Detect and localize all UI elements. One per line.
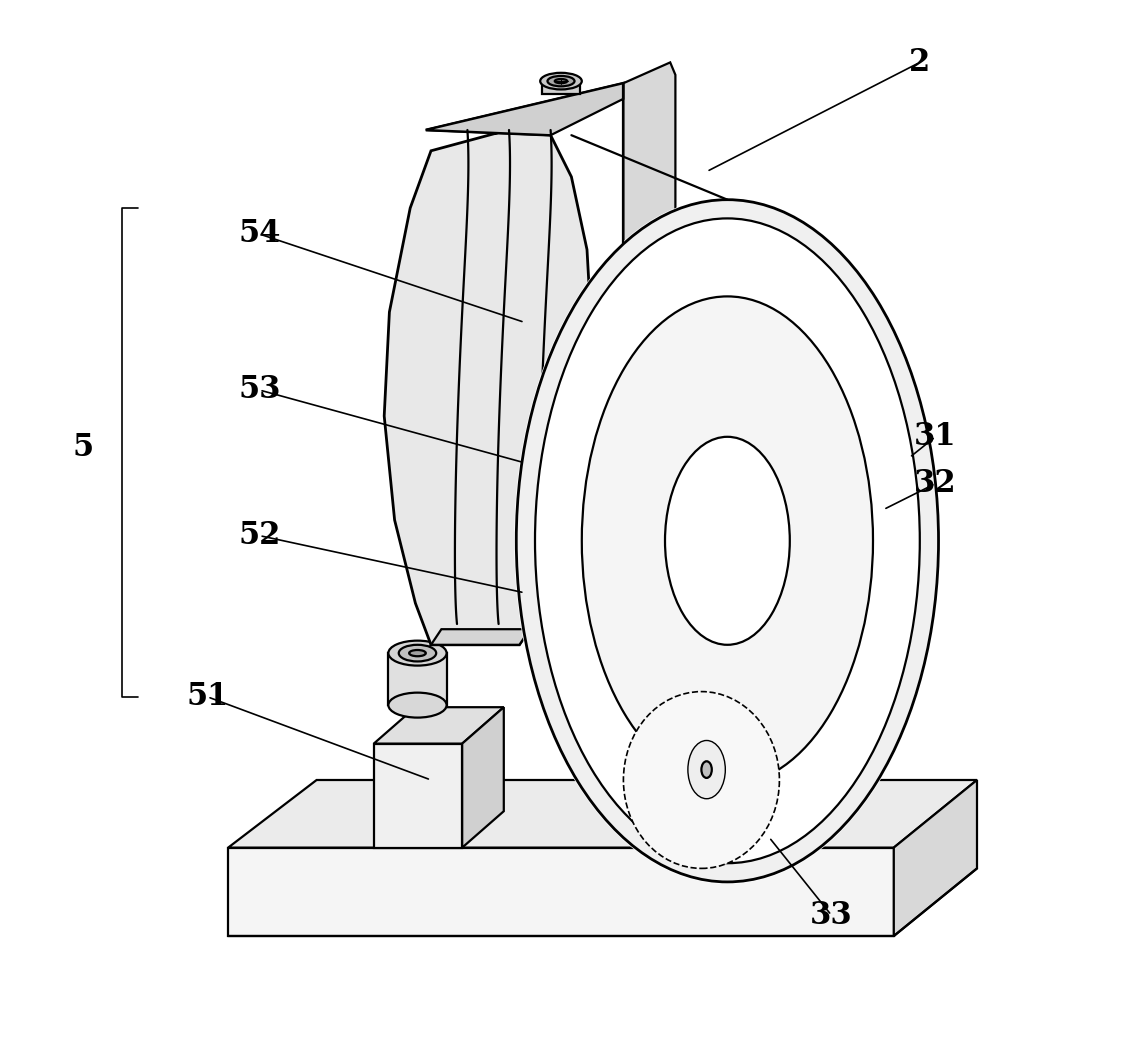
Ellipse shape [760,595,793,609]
Ellipse shape [751,639,802,659]
Text: 54: 54 [238,218,280,250]
Polygon shape [542,83,580,94]
Polygon shape [228,848,894,936]
Polygon shape [462,707,504,848]
Polygon shape [374,707,504,744]
Polygon shape [388,653,447,705]
Polygon shape [374,744,462,848]
Ellipse shape [751,592,802,613]
Text: 53: 53 [238,374,280,406]
Text: 5: 5 [72,432,93,463]
Ellipse shape [548,76,574,86]
Ellipse shape [514,198,940,884]
Text: 32: 32 [914,468,957,499]
Ellipse shape [665,437,790,645]
Polygon shape [733,650,867,686]
Polygon shape [751,602,802,649]
Text: 33: 33 [810,900,853,931]
Polygon shape [826,650,867,780]
Ellipse shape [554,79,568,83]
Ellipse shape [410,650,426,656]
Polygon shape [624,62,675,759]
Ellipse shape [398,645,436,661]
Ellipse shape [688,740,725,799]
Ellipse shape [388,641,447,666]
Polygon shape [431,629,530,645]
Polygon shape [733,686,826,780]
Ellipse shape [701,761,711,778]
Text: 51: 51 [186,681,229,712]
Polygon shape [228,780,977,848]
Ellipse shape [769,599,783,605]
Ellipse shape [535,218,920,863]
Ellipse shape [388,693,447,718]
Ellipse shape [516,200,938,882]
Text: 31: 31 [914,421,957,452]
Polygon shape [894,780,977,936]
Polygon shape [426,83,624,135]
Ellipse shape [582,296,873,785]
Ellipse shape [540,73,582,89]
Ellipse shape [624,692,780,868]
Text: 2: 2 [909,47,930,78]
Text: 52: 52 [238,520,280,551]
Polygon shape [384,83,624,645]
